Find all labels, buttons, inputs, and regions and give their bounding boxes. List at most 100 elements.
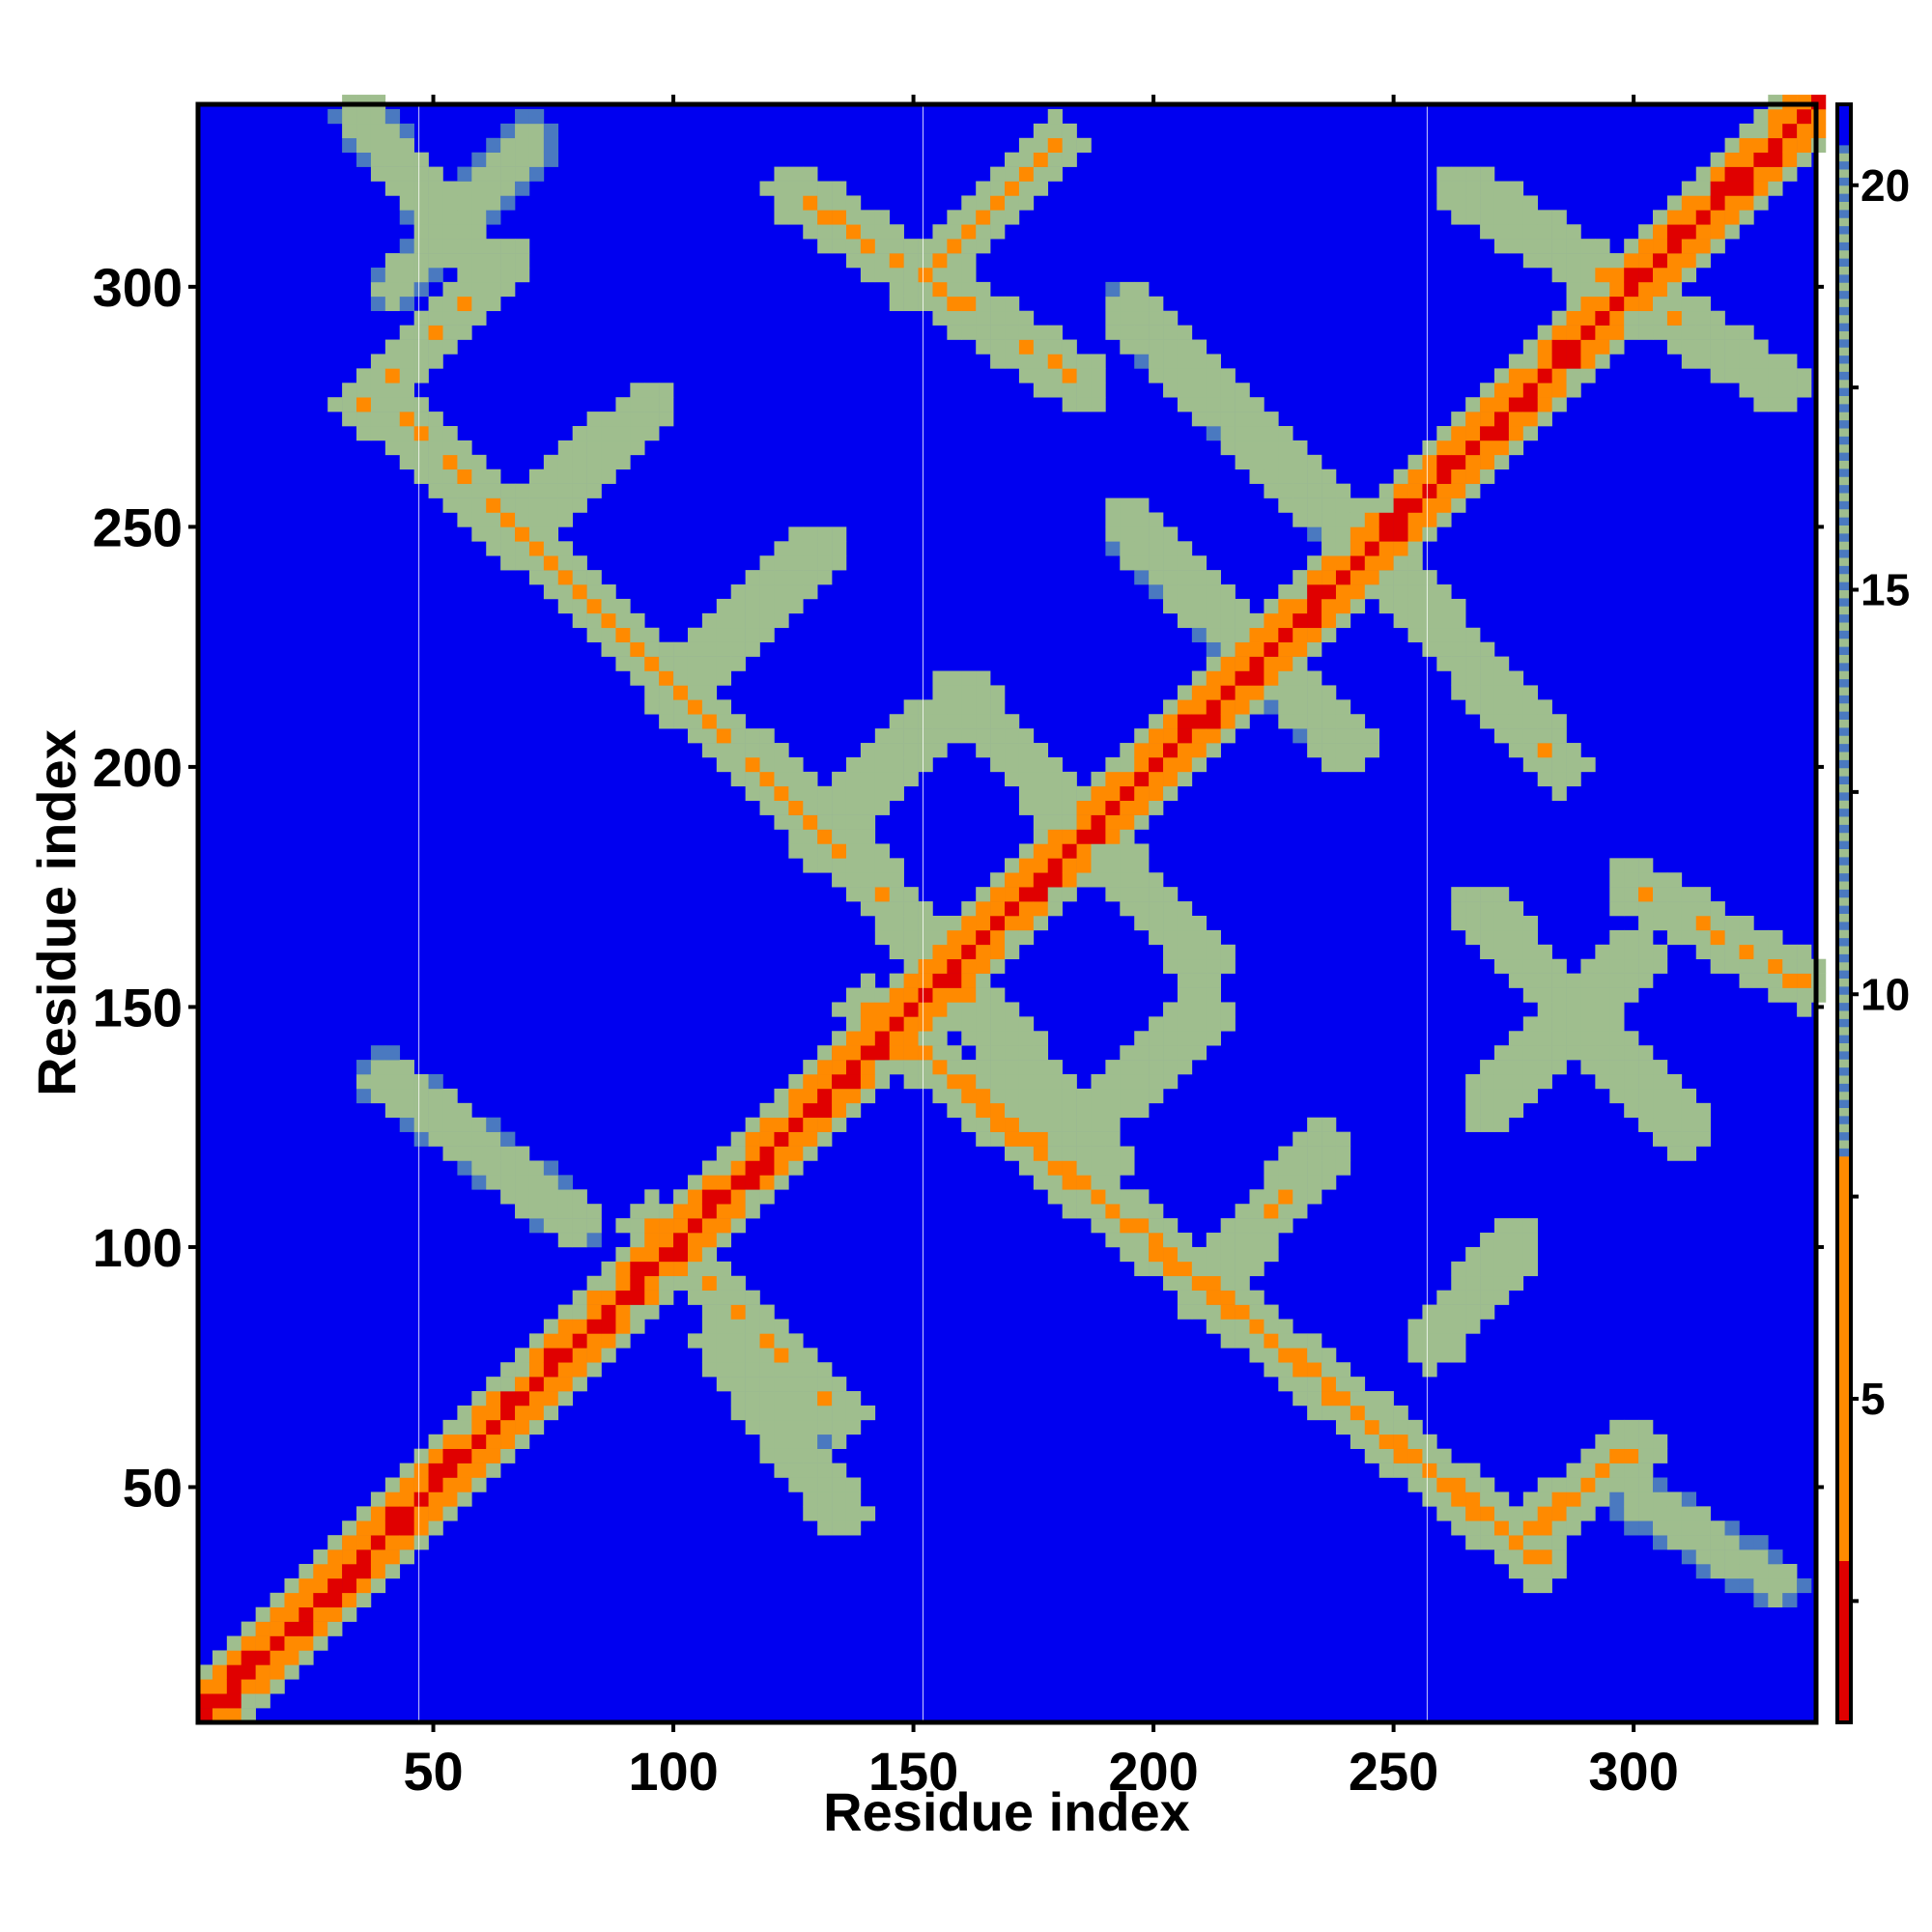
heatmap-cell [1120, 800, 1135, 815]
heatmap-cell [1307, 1189, 1322, 1205]
heatmap-cells [198, 95, 1827, 1723]
heatmap-cell [1508, 354, 1524, 369]
heatmap-cell [1220, 699, 1236, 715]
heatmap-cell [932, 296, 948, 312]
heatmap-cell [1163, 728, 1179, 744]
heatmap-cell [543, 497, 559, 513]
heatmap-cell [774, 814, 789, 830]
heatmap-cell [745, 1175, 760, 1190]
heatmap-cell [1595, 339, 1610, 355]
heatmap-cell [803, 1492, 818, 1507]
colorbar-segment [1837, 1682, 1851, 1691]
heatmap-cell [428, 1117, 443, 1132]
colorbar-segment [1837, 1350, 1851, 1359]
heatmap-cell [428, 1448, 443, 1463]
heatmap-cell [370, 397, 386, 412]
heatmap-cell [1018, 1045, 1035, 1061]
heatmap-cell [572, 1348, 587, 1363]
heatmap-cell [745, 1117, 760, 1132]
heatmap-cell [659, 397, 674, 412]
heatmap-cell [1249, 1204, 1264, 1219]
heatmap-cell [976, 1117, 991, 1132]
heatmap-cell [889, 1016, 904, 1032]
heatmap-cell [1638, 310, 1654, 326]
heatmap-cell [759, 1434, 775, 1449]
heatmap-cell [428, 310, 443, 326]
heatmap-cell [1508, 1031, 1524, 1046]
heatmap-cell [500, 1377, 516, 1392]
heatmap-cell [1134, 728, 1150, 744]
heatmap-cell [1293, 1362, 1308, 1378]
heatmap-cell [442, 339, 458, 355]
heatmap-cell [1422, 584, 1437, 600]
heatmap-cell [255, 1635, 270, 1651]
heatmap-cell [1120, 541, 1135, 556]
heatmap-cell [1177, 901, 1193, 917]
heatmap-cell [543, 584, 559, 600]
heatmap-cell [1005, 858, 1020, 873]
heatmap-cell [817, 224, 833, 240]
heatmap-cell [428, 239, 443, 254]
heatmap-cell [1797, 1002, 1812, 1017]
heatmap-cell [1393, 497, 1408, 513]
heatmap-cell [1076, 137, 1092, 153]
heatmap-cell [1321, 728, 1337, 744]
heatmap-cell [1163, 310, 1179, 326]
heatmap-cell [1018, 166, 1035, 182]
heatmap-cell [356, 108, 372, 125]
heatmap-cell [990, 714, 1006, 729]
heatmap-cell [1335, 743, 1351, 758]
heatmap-cell [1091, 1131, 1106, 1147]
heatmap-cell [471, 166, 487, 182]
heatmap-cell [1047, 1131, 1063, 1147]
heatmap-cell [1134, 843, 1150, 859]
heatmap-cell [1033, 1131, 1049, 1147]
heatmap-cell [1782, 354, 1798, 369]
colorbar-segment [1837, 1641, 1851, 1651]
heatmap-cell [759, 1102, 775, 1119]
heatmap-cell [1076, 383, 1092, 398]
heatmap-cell [1638, 1088, 1654, 1104]
heatmap-cell [413, 166, 429, 182]
heatmap-cell [528, 1348, 545, 1363]
heatmap-cell [1235, 1275, 1250, 1291]
heatmap-cell [1005, 210, 1020, 225]
heatmap-cell [947, 987, 962, 1003]
heatmap-cell [1522, 426, 1539, 441]
heatmap-cell [961, 1060, 977, 1075]
heatmap-cell [1278, 440, 1293, 456]
heatmap-cell [1249, 1348, 1264, 1363]
heatmap-cell [860, 814, 876, 830]
heatmap-cell [832, 1477, 847, 1492]
heatmap-cell [860, 987, 876, 1003]
heatmap-cell [803, 1146, 818, 1161]
heatmap-cell [1537, 325, 1552, 340]
heatmap-cell [1120, 339, 1135, 355]
heatmap-cell [1335, 714, 1351, 729]
heatmap-cell [1206, 612, 1221, 629]
heatmap-cell [1522, 714, 1539, 729]
heatmap-cell [976, 958, 991, 974]
heatmap-cell [1436, 1304, 1452, 1320]
heatmap-cell [413, 181, 429, 196]
heatmap-cell [370, 1535, 386, 1550]
heatmap-cell [370, 383, 386, 398]
heatmap-cell [817, 1506, 833, 1521]
heatmap-cell [1206, 685, 1221, 700]
heatmap-cell [788, 1131, 804, 1147]
heatmap-cell [889, 714, 904, 729]
heatmap-cell [788, 598, 804, 614]
heatmap-cell [1551, 368, 1567, 384]
heatmap-cell [1264, 1348, 1279, 1363]
heatmap-cell [845, 1045, 862, 1061]
heatmap-cell [1191, 354, 1208, 369]
heatmap-cell [399, 1463, 414, 1478]
heatmap-cell [1681, 1549, 1697, 1565]
heatmap-cell [1407, 627, 1423, 642]
heatmap-cell [932, 929, 948, 946]
heatmap-cell [874, 756, 891, 773]
heatmap-cell [586, 1290, 602, 1305]
heatmap-cell [1235, 1233, 1250, 1248]
heatmap-cell [860, 1002, 876, 1017]
heatmap-cell [1307, 670, 1322, 686]
